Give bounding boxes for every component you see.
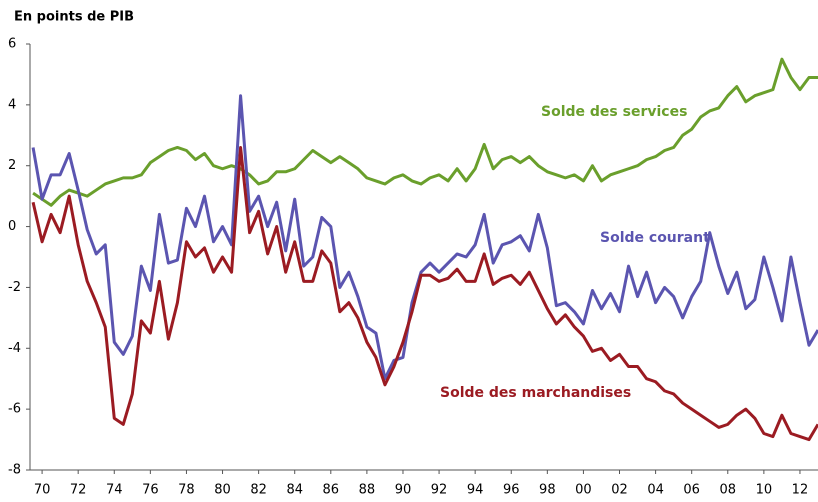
x-tick-label: 74 xyxy=(106,483,123,498)
y-tick-label: -6 xyxy=(8,402,21,417)
x-tick-label: 92 xyxy=(431,483,448,498)
x-tick-label: 88 xyxy=(359,483,376,498)
x-tick-label: 06 xyxy=(683,483,700,498)
y-tick-label: 6 xyxy=(8,37,16,52)
series-label: Solde des marchandises xyxy=(440,385,631,401)
x-tick-label: 96 xyxy=(503,483,520,498)
series-label: Solde courant xyxy=(600,230,710,246)
x-tick-label: 78 xyxy=(178,483,195,498)
x-tick-label: 82 xyxy=(250,483,267,498)
x-tick-label: 80 xyxy=(214,483,231,498)
series-label: Solde des services xyxy=(541,104,687,120)
y-tick-label: -8 xyxy=(8,463,21,478)
x-tick-label: 10 xyxy=(756,483,773,498)
x-tick-label: 90 xyxy=(395,483,412,498)
series-line xyxy=(31,145,818,442)
y-tick-label: 4 xyxy=(8,97,16,112)
y-tick-label: 2 xyxy=(8,158,16,173)
series-line xyxy=(31,94,818,381)
series-line xyxy=(32,57,818,207)
y-tick-label: -2 xyxy=(8,280,21,295)
y-tick-label: 0 xyxy=(8,219,16,234)
x-tick-label: 70 xyxy=(34,483,51,498)
x-tick-label: 72 xyxy=(70,483,87,498)
x-tick-label: 08 xyxy=(720,483,737,498)
x-tick-label: 00 xyxy=(575,483,592,498)
x-tick-label: 12 xyxy=(792,483,809,498)
x-tick-label: 86 xyxy=(323,483,340,498)
x-tick-label: 84 xyxy=(286,483,303,498)
x-tick-label: 94 xyxy=(467,483,484,498)
x-tick-label: 98 xyxy=(539,483,556,498)
x-tick-label: 04 xyxy=(647,483,664,498)
x-tick-label: 76 xyxy=(142,483,159,498)
x-tick-label: 02 xyxy=(611,483,628,498)
y-axis-title: En points de PIB xyxy=(14,10,134,25)
y-tick-label: -4 xyxy=(8,341,21,356)
